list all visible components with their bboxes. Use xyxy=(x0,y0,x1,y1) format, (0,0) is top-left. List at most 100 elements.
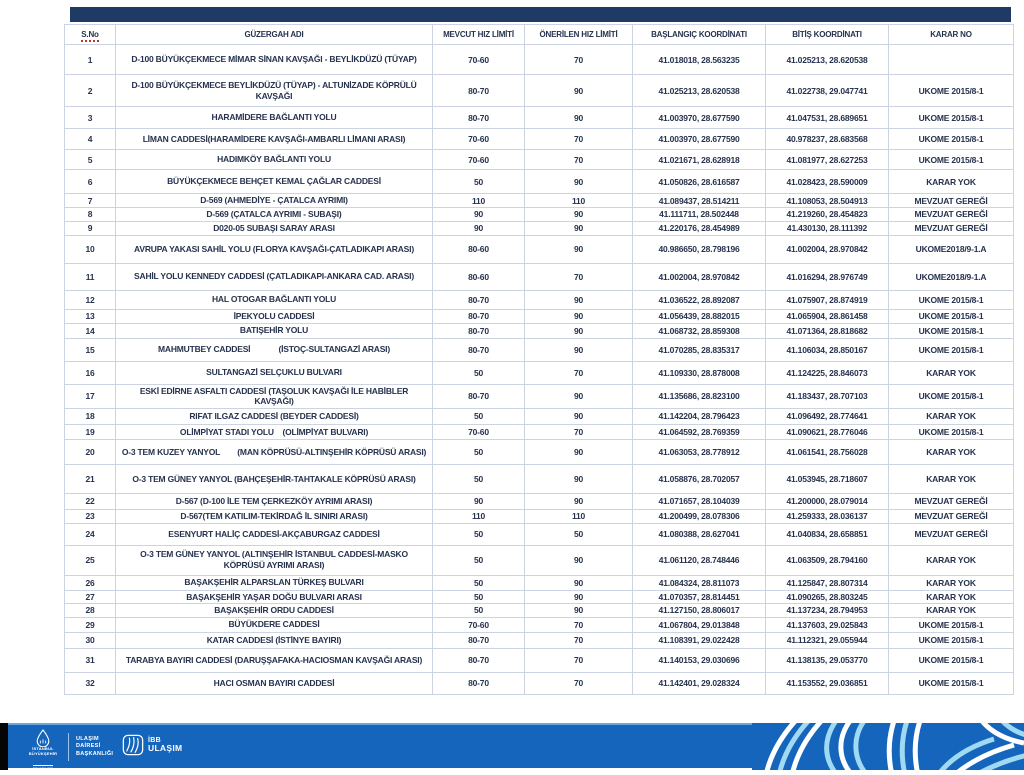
table-row: 30 KATAR CADDESİ (İSTİNYE BAYIRI) 80-70 70 4… xyxy=(64,631,1014,649)
cell-end-coord: 41.096492, 28.774641 xyxy=(765,407,889,425)
cell-start-coord: 41.140153, 29.030696 xyxy=(632,647,766,673)
cell-end-coord: 41.075907, 28.874919 xyxy=(765,289,889,310)
table-row: 26 BAŞAKŞEHİR ALPARSLAN TÜRKEŞ BULVARI 50 9… xyxy=(64,574,1014,591)
cell-current-limit: 80-60 xyxy=(432,262,525,291)
cell-decision: UKOME 2015/8-1 xyxy=(888,74,1014,107)
cell-current-limit: 50 xyxy=(432,574,525,591)
cell-route-name: HARAMİDERE BAĞLANTI YOLU xyxy=(115,106,433,129)
table-row: 32 HACI OSMAN BAYIRI CADDESİ 80-70 70 41.142… xyxy=(64,671,1014,695)
brand-line2: ULAŞIM xyxy=(148,743,183,754)
top-accent-bar xyxy=(70,7,1011,22)
cell-start-coord: 41.070357, 28.814451 xyxy=(632,589,766,605)
ibb-ulasim-badge-icon xyxy=(122,734,144,756)
cell-route-name: BAŞAKŞEHİR YAŞAR DOĞU BULVARI ARASI xyxy=(115,589,433,605)
cell-current-limit: 50 xyxy=(432,522,525,546)
cell-start-coord: 41.111711, 28.502448 xyxy=(632,207,766,222)
table-row: 16 SULTANGAZİ SELÇUKLU BULVARI 50 70 41.1093… xyxy=(64,360,1014,385)
cell-end-coord: 41.081977, 28.627253 xyxy=(765,149,889,170)
cell-current-limit: 80-70 xyxy=(432,308,525,324)
cell-end-coord: 40.978237, 28.683568 xyxy=(765,128,889,150)
cell-sno: 25 xyxy=(64,544,116,576)
ibb-ulasim-text: İBB ULAŞIM xyxy=(148,737,182,753)
cell-start-coord: 41.064592, 28.769359 xyxy=(632,423,766,440)
cell-sno: 22 xyxy=(64,492,116,510)
cell-route-name: MAHMUTBEY CADDESİ (İSTOÇ-SULTANGAZİ ARAS… xyxy=(115,337,433,362)
cell-proposed-limit: 70 xyxy=(524,616,633,633)
cell-end-coord: 41.124225, 28.846073 xyxy=(765,360,889,385)
cell-current-limit: 70-60 xyxy=(432,616,525,633)
cell-sno: 30 xyxy=(64,631,116,649)
sno-label: S.No xyxy=(81,30,99,42)
cell-start-coord: 41.067804, 29.013848 xyxy=(632,616,766,633)
cell-current-limit: 50 xyxy=(432,407,525,425)
cell-current-limit: 80-70 xyxy=(432,631,525,649)
cell-start-coord: 41.109330, 28.878008 xyxy=(632,360,766,385)
cell-start-coord: 41.084324, 28.811073 xyxy=(632,574,766,591)
cell-sno: 15 xyxy=(64,337,116,362)
cell-proposed-limit: 90 xyxy=(524,220,633,236)
cell-route-name: D-100 BÜYÜKÇEKMECE BEYLİKDÜZÜ (TÜYAP) - … xyxy=(115,74,433,107)
cell-sno: 6 xyxy=(64,169,116,194)
ibb-ulasim-logo: İBB ULAŞIM xyxy=(122,734,182,756)
cell-route-name: O-3 TEM GÜNEY YANYOL (BAHÇEŞEHİR-TAHTAKA… xyxy=(115,463,433,494)
cell-decision: UKOME 2015/8-1 xyxy=(888,616,1014,633)
cell-sno: 12 xyxy=(64,289,116,310)
cell-decision: KARAR YOK xyxy=(888,169,1014,194)
cell-current-limit: 80-70 xyxy=(432,671,525,695)
cell-start-coord: 41.036522, 28.892087 xyxy=(632,289,766,310)
cell-proposed-limit: 70 xyxy=(524,149,633,170)
cell-end-coord: 41.065904, 28.861458 xyxy=(765,308,889,324)
cell-current-limit: 80-70 xyxy=(432,383,525,409)
table-row: 31 TARABYA BAYIRI CADDESİ (DARUŞŞAFAKA-HA… xyxy=(64,647,1014,673)
cell-proposed-limit: 110 xyxy=(524,193,633,208)
cell-current-limit: 80-70 xyxy=(432,647,525,673)
table-row: 17 ESKİ EDİRNE ASFALTI CADDESİ (TAŞOLUK K… xyxy=(64,383,1014,409)
cell-end-coord: 41.061541, 28.756028 xyxy=(765,438,889,465)
cell-current-limit: 50 xyxy=(432,360,525,385)
cell-end-coord: 41.053945, 28.718607 xyxy=(765,463,889,494)
cell-sno: 8 xyxy=(64,207,116,222)
cell-sno: 27 xyxy=(64,589,116,605)
cell-start-coord: 41.070285, 28.835317 xyxy=(632,337,766,362)
table-row: 25 O-3 TEM GÜNEY YANYOL (ALTINŞEHİR İSTAN… xyxy=(64,544,1014,576)
speed-limit-table: S.No GÜZERGAH ADI MEVCUT HIZ LİMİTİ ÖNER… xyxy=(64,24,1014,695)
cell-end-coord: 41.016294, 28.976749 xyxy=(765,262,889,291)
table-row: 4 LİMAN CADDESİ(HARAMİDERE KAVŞAĞI-AMBARL… xyxy=(64,128,1014,150)
cell-proposed-limit: 110 xyxy=(524,508,633,524)
cell-start-coord: 41.108391, 29.022428 xyxy=(632,631,766,649)
cell-proposed-limit: 90 xyxy=(524,544,633,576)
cell-proposed-limit: 90 xyxy=(524,308,633,324)
speed-table-body: 1 D-100 BÜYÜKÇEKMECE MİMAR SİNAN KAVŞAĞI … xyxy=(64,44,1014,695)
cell-decision: KARAR YOK xyxy=(888,407,1014,425)
cell-current-limit: 80-70 xyxy=(432,74,525,107)
cell-decision: UKOME 2015/8-1 xyxy=(888,322,1014,339)
ibb-drop-icon xyxy=(36,729,50,747)
cell-proposed-limit: 90 xyxy=(524,207,633,222)
cell-start-coord: 41.142401, 29.028324 xyxy=(632,671,766,695)
cell-sno: 11 xyxy=(64,262,116,291)
column-header-proposed-limit: ÖNERİLEN HIZ LİMİTİ xyxy=(524,24,633,45)
cell-current-limit: 110 xyxy=(432,508,525,524)
cell-proposed-limit: 50 xyxy=(524,522,633,546)
cell-end-coord: 41.025213, 28.620538 xyxy=(765,44,889,75)
table-row: 2 D-100 BÜYÜKÇEKMECE BEYLİKDÜZÜ (TÜYAP) -… xyxy=(64,74,1014,107)
cell-decision: UKOME2018/9-1.A xyxy=(888,234,1014,264)
cell-start-coord: 41.058876, 28.702057 xyxy=(632,463,766,494)
cell-decision: UKOME 2015/8-1 xyxy=(888,671,1014,695)
cell-end-coord: 41.028423, 28.590009 xyxy=(765,169,889,194)
cell-sno: 26 xyxy=(64,574,116,591)
cell-sno: 28 xyxy=(64,603,116,618)
table-row: 11 SAHİL YOLU KENNEDY CADDESİ (ÇATLADIKAP… xyxy=(64,262,1014,291)
cell-start-coord: 41.018018, 28.563235 xyxy=(632,44,766,75)
cell-decision: UKOME 2015/8-1 xyxy=(888,383,1014,409)
table-header-row: S.No GÜZERGAH ADI MEVCUT HIZ LİMİTİ ÖNER… xyxy=(64,24,1014,45)
cell-decision: UKOME 2015/8-1 xyxy=(888,647,1014,673)
cell-proposed-limit: 70 xyxy=(524,423,633,440)
ibb-logo-line2: BÜYÜKŞEHİR xyxy=(28,750,58,756)
cell-current-limit: 80-70 xyxy=(432,289,525,310)
cell-start-coord: 41.135686, 28.823100 xyxy=(632,383,766,409)
cell-proposed-limit: 90 xyxy=(524,603,633,618)
cell-sno: 2 xyxy=(64,74,116,107)
table-row: 29 BÜYÜKDERE CADDESİ 70-60 70 41.067804, 29.… xyxy=(64,616,1014,633)
cell-start-coord: 41.142204, 28.796423 xyxy=(632,407,766,425)
